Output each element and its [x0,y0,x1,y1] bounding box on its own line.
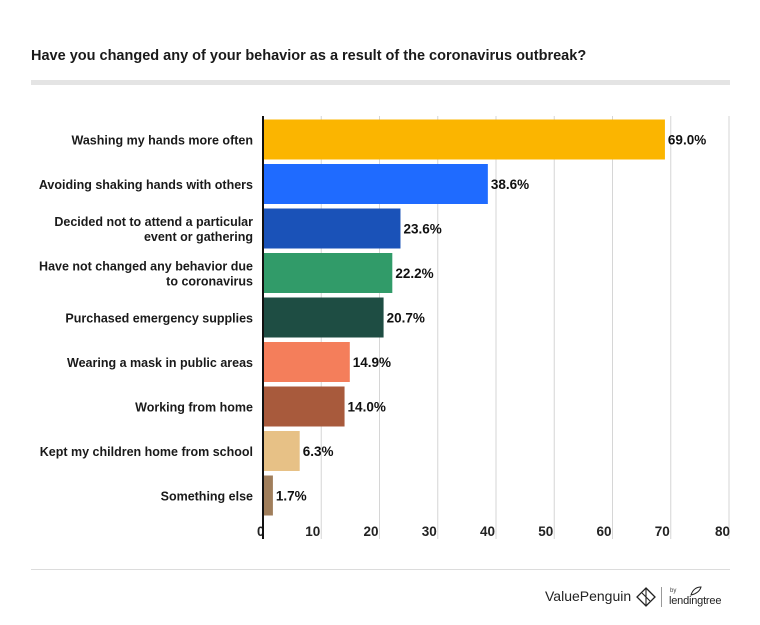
bar [263,297,384,338]
footer-divider [31,569,730,570]
data-label: 1.7% [276,489,307,504]
category-label: Something else [161,490,253,504]
bar [263,431,300,471]
lendingtree-wordmark: lendingtree [669,595,722,607]
by-label: by [670,588,677,594]
x-tick-label: 10 [305,524,320,539]
x-tick-label: 20 [364,524,379,539]
category-label: Decided not to attend a particular [54,215,253,229]
x-tick-label: 60 [597,524,612,539]
x-tick-label: 30 [422,524,437,539]
bar [263,208,401,249]
x-tick-label: 70 [655,524,670,539]
chart-title: Have you changed any of your behavior as… [31,48,587,64]
title-divider [31,80,730,85]
data-label: 14.0% [348,400,386,415]
category-label: Avoiding shaking hands with others [39,178,253,192]
data-label: 6.3% [303,444,334,459]
bar [263,253,393,293]
bar [263,119,665,160]
data-label: 14.9% [353,355,391,370]
category-label: to coronavirus [166,275,253,289]
x-tick-label: 0 [257,524,265,539]
brand-separator [661,587,662,607]
bar [263,342,350,382]
valuepenguin-logo-icon [636,587,656,607]
category-label: Washing my hands more often [71,134,253,148]
data-label: 20.7% [387,311,425,326]
bar [263,164,488,204]
category-label: Working from home [135,401,253,415]
category-label: Purchased emergency supplies [65,312,253,326]
category-label: Wearing a mask in public areas [67,356,253,370]
lendingtree-leaf-icon [690,586,702,596]
x-tick-label: 40 [480,524,495,539]
x-tick-label: 50 [538,524,553,539]
valuepenguin-wordmark: ValuePenguin [545,588,632,604]
category-label: Kept my children home from school [40,445,253,459]
data-label: 22.2% [395,266,433,281]
bar [263,475,273,516]
data-label: 69.0% [668,133,706,148]
category-label: Have not changed any behavior due [39,260,253,274]
data-label: 38.6% [491,177,529,192]
bar [263,386,345,427]
data-label: 23.6% [403,222,441,237]
category-label: event or gathering [144,230,253,244]
x-tick-label: 80 [715,524,730,539]
